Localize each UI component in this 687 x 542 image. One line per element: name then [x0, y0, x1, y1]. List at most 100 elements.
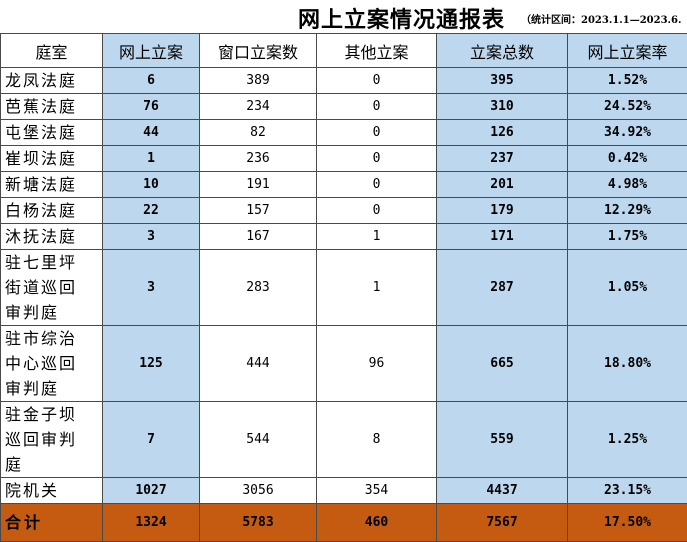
court-name-line: 街道巡回	[5, 275, 102, 300]
online-rate-cell: 1.05%	[568, 250, 687, 326]
window-count-cell: 389	[200, 68, 317, 94]
total-count-cell: 310	[437, 94, 568, 120]
window-count-cell: 236	[200, 146, 317, 172]
court-name-cell: 崔坝法庭	[1, 146, 103, 172]
other-count-cell: 0	[317, 172, 437, 198]
online-rate-cell: 24.52%	[568, 94, 687, 120]
total-other: 460	[317, 504, 437, 542]
court-name-line: 巡回审判	[5, 427, 102, 452]
online-rate-cell: 1.75%	[568, 224, 687, 250]
other-count-cell: 1	[317, 224, 437, 250]
online-count-cell: 3	[103, 224, 200, 250]
court-name-line: 驻市综治	[5, 326, 102, 351]
other-count-cell: 0	[317, 198, 437, 224]
court-name-line: 审判庭	[5, 300, 102, 325]
header-cell-other: 其他立案	[317, 34, 437, 68]
online-count-cell: 1	[103, 146, 200, 172]
window-count-cell: 167	[200, 224, 317, 250]
online-rate-cell: 0.42%	[568, 146, 687, 172]
court-name-cell: 屯堡法庭	[1, 120, 103, 146]
court-name-line: 审判庭	[5, 376, 102, 401]
total-count-cell: 171	[437, 224, 568, 250]
page-title: 网上立案情况通报表	[298, 2, 505, 34]
court-name-cell: 驻金子坝巡回审判庭	[1, 402, 103, 478]
online-rate-cell: 12.29%	[568, 198, 687, 224]
total-count-cell: 559	[437, 402, 568, 478]
other-count-cell: 0	[317, 146, 437, 172]
total-count-cell: 201	[437, 172, 568, 198]
court-name-cell: 驻市综治中心巡回审判庭	[1, 326, 103, 402]
total-count-cell: 665	[437, 326, 568, 402]
online-rate-cell: 4.98%	[568, 172, 687, 198]
court-name-line: 中心巡回	[5, 351, 102, 376]
header-cell-online: 网上立案	[103, 34, 200, 68]
court-name-cell: 院机关	[1, 478, 103, 504]
court-name-cell: 白杨法庭	[1, 198, 103, 224]
online-rate-cell: 1.52%	[568, 68, 687, 94]
online-rate-cell: 18.80%	[568, 326, 687, 402]
header-cell-total: 立案总数	[437, 34, 568, 68]
header-cell-window: 窗口立案数	[200, 34, 317, 68]
court-name-cell: 沐抚法庭	[1, 224, 103, 250]
total-count-cell: 179	[437, 198, 568, 224]
window-count-cell: 544	[200, 402, 317, 478]
court-name-line: 驻七里坪	[5, 250, 102, 275]
online-count-cell: 3	[103, 250, 200, 326]
window-count-cell: 444	[200, 326, 317, 402]
total-window: 5783	[200, 504, 317, 542]
total-label: 合计	[1, 504, 103, 542]
window-count-cell: 234	[200, 94, 317, 120]
window-count-cell: 191	[200, 172, 317, 198]
court-name-line: 驻金子坝	[5, 402, 102, 427]
header-cell-room: 庭室	[1, 34, 103, 68]
court-name-line: 庭	[5, 452, 102, 477]
online-rate-cell: 23.15%	[568, 478, 687, 504]
court-name-cell: 驻七里坪街道巡回审判庭	[1, 250, 103, 326]
other-count-cell: 8	[317, 402, 437, 478]
total-online: 1324	[103, 504, 200, 542]
court-name-cell: 新塘法庭	[1, 172, 103, 198]
statistics-period-note: （统计区间：2023.1.1—2023.6.	[521, 11, 681, 26]
total-count-cell: 395	[437, 68, 568, 94]
online-count-cell: 125	[103, 326, 200, 402]
window-count-cell: 82	[200, 120, 317, 146]
online-count-cell: 22	[103, 198, 200, 224]
title-bar: 网上立案情况通报表 （统计区间：2023.1.1—2023.6.	[0, 0, 687, 33]
online-rate-cell: 34.92%	[568, 120, 687, 146]
window-count-cell: 3056	[200, 478, 317, 504]
header-cell-rate: 网上立案率	[568, 34, 687, 68]
other-count-cell: 0	[317, 68, 437, 94]
online-count-cell: 7	[103, 402, 200, 478]
window-count-cell: 157	[200, 198, 317, 224]
other-count-cell: 1	[317, 250, 437, 326]
total-rate: 17.50%	[568, 504, 687, 542]
online-count-cell: 44	[103, 120, 200, 146]
total-row: 合计 1324 5783 460 7567 17.50%	[1, 504, 687, 542]
other-count-cell: 354	[317, 478, 437, 504]
table-header-row: 庭室 网上立案 窗口立案数 其他立案 立案总数 网上立案率	[1, 34, 687, 68]
online-count-cell: 1027	[103, 478, 200, 504]
total-count-cell: 126	[437, 120, 568, 146]
total-count-cell: 287	[437, 250, 568, 326]
online-rate-cell: 1.25%	[568, 402, 687, 478]
other-count-cell: 0	[317, 120, 437, 146]
total-sum: 7567	[437, 504, 568, 542]
online-count-cell: 10	[103, 172, 200, 198]
online-count-cell: 76	[103, 94, 200, 120]
other-count-cell: 96	[317, 326, 437, 402]
online-count-cell: 6	[103, 68, 200, 94]
total-count-cell: 237	[437, 146, 568, 172]
court-name-cell: 龙凤法庭	[1, 68, 103, 94]
